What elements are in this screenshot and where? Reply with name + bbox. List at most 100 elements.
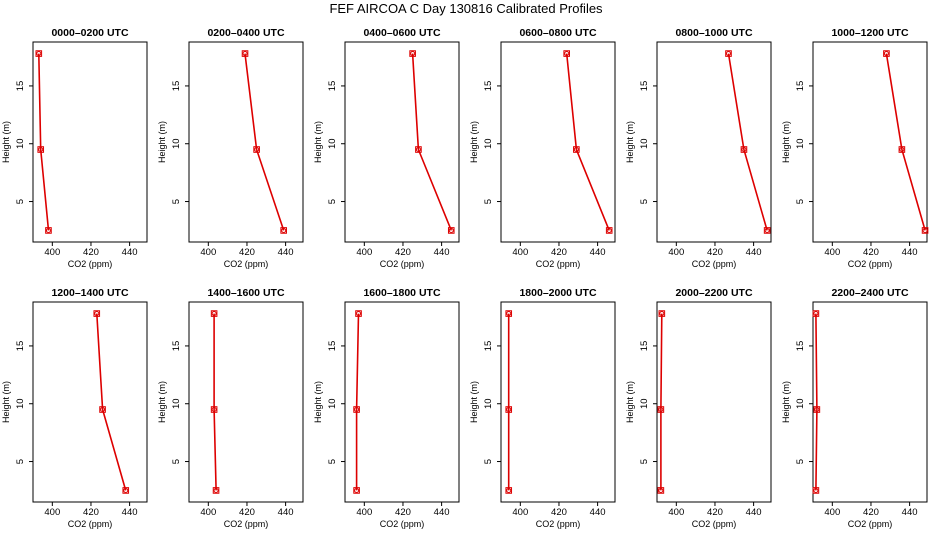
x-tick-label: 400 (44, 247, 60, 258)
profile-line (213, 313, 217, 491)
y-tick-label: 15 (15, 81, 26, 92)
x-axis-label: CO2 (ppm) (848, 519, 893, 529)
panel-title: 0600–0800 UTC (519, 27, 596, 39)
data-point-square (921, 227, 929, 234)
profile-panel: 1800–2000 UTC 400 420 440 5 10 15 CO2 (ppm) Heig… (469, 287, 616, 529)
profile-line (727, 53, 768, 231)
data-point-square (253, 146, 260, 153)
profile-line (355, 313, 360, 491)
data-point-circle (354, 407, 360, 413)
y-axis-label: Height (m) (625, 121, 635, 163)
data-point-square (210, 310, 218, 317)
data-point-square (210, 406, 218, 413)
data-point-circle (415, 147, 421, 153)
y-tick-label: 10 (327, 398, 338, 409)
data-point-square (241, 50, 249, 57)
data-point-square (353, 406, 360, 413)
data-point-square (812, 310, 820, 317)
data-point-circle (123, 487, 129, 493)
x-tick-label: 400 (356, 507, 372, 518)
panel-title: 0000–0200 UTC (51, 27, 128, 39)
profile-line (38, 53, 50, 231)
x-tick-label: 400 (44, 507, 60, 518)
x-tick-label: 420 (707, 247, 723, 258)
y-tick-label: 10 (483, 138, 494, 149)
data-point-circle (564, 51, 570, 57)
data-point-circle (506, 311, 512, 317)
x-axis-label: CO2 (ppm) (224, 519, 269, 529)
x-axis-label: CO2 (ppm) (536, 519, 581, 529)
data-point-square (35, 50, 43, 57)
data-point-circle (659, 311, 665, 317)
y-tick-label: 10 (639, 398, 650, 409)
panel-title: 2000–2200 UTC (675, 287, 752, 299)
y-tick-label: 5 (795, 199, 806, 204)
data-point-square (505, 406, 513, 413)
y-tick-label: 10 (639, 138, 650, 149)
profile-panel: 0400–0600 UTC 400 420 440 5 10 15 CO2 (ppm) Heig… (313, 27, 460, 269)
data-point-circle (814, 407, 820, 413)
profile-panel: 0000–0200 UTC 400 420 440 5 10 15 CO2 (ppm) Heig… (1, 27, 148, 269)
data-point-square (740, 146, 748, 153)
data-point-square (280, 227, 287, 234)
y-tick-label: 5 (15, 199, 26, 204)
data-point-circle (883, 51, 889, 57)
y-tick-label: 15 (327, 81, 338, 92)
y-axis-label: Height (m) (1, 381, 11, 423)
profile-line (885, 53, 926, 231)
y-tick-label: 10 (327, 138, 338, 149)
y-tick-label: 15 (795, 341, 806, 352)
y-tick-label: 15 (483, 81, 494, 92)
data-point-square (505, 310, 513, 317)
plot-frame (188, 301, 304, 503)
x-tick-label: 400 (668, 507, 684, 518)
data-point-square (563, 50, 570, 57)
x-axis-label: CO2 (ppm) (848, 259, 893, 269)
plot-frame (656, 301, 772, 503)
data-point-square (99, 406, 106, 413)
x-axis-label: CO2 (ppm) (380, 519, 425, 529)
x-axis-label: CO2 (ppm) (536, 259, 581, 269)
x-tick-label: 420 (83, 247, 99, 258)
data-point-circle (254, 147, 260, 153)
data-point-circle (506, 407, 512, 413)
y-tick-label: 10 (15, 138, 26, 149)
plot-frame (812, 301, 928, 503)
x-tick-label: 400 (512, 507, 528, 518)
x-tick-label: 400 (200, 507, 216, 518)
x-tick-label: 420 (551, 247, 567, 258)
plot-frame (344, 41, 460, 243)
panel-title: 2200–2400 UTC (831, 287, 908, 299)
x-tick-label: 420 (239, 247, 255, 258)
profile-panel: 2200–2400 UTC 400 420 440 5 10 15 CO2 (ppm) Heig… (781, 287, 928, 529)
data-point-circle (506, 487, 512, 493)
y-tick-label: 10 (483, 398, 494, 409)
data-point-circle (764, 227, 770, 233)
y-tick-label: 5 (171, 459, 182, 464)
y-tick-label: 15 (795, 81, 806, 92)
data-point-square (657, 487, 665, 494)
data-point-square (725, 50, 732, 57)
data-point-circle (606, 227, 612, 233)
plot-frame (656, 41, 772, 243)
x-axis-label: CO2 (ppm) (68, 519, 113, 529)
y-tick-label: 15 (639, 81, 650, 92)
y-axis-label: Height (m) (1, 121, 11, 163)
panel-title: 1400–1600 UTC (207, 287, 284, 299)
y-tick-label: 10 (171, 398, 182, 409)
data-point-circle (281, 227, 287, 233)
data-point-circle (356, 311, 362, 317)
x-tick-label: 440 (590, 507, 606, 518)
data-point-square (763, 227, 771, 234)
x-tick-label: 440 (902, 247, 918, 258)
x-tick-label: 400 (824, 507, 840, 518)
x-tick-label: 440 (122, 247, 138, 258)
y-tick-label: 15 (171, 341, 182, 352)
profile-panel: 0800–1000 UTC 400 420 440 5 10 15 CO2 (ppm) Heig… (625, 27, 772, 269)
data-point-square (573, 146, 580, 153)
x-tick-label: 420 (551, 507, 567, 518)
data-point-square (657, 406, 665, 413)
y-tick-label: 10 (171, 138, 182, 149)
data-point-circle (45, 227, 51, 233)
